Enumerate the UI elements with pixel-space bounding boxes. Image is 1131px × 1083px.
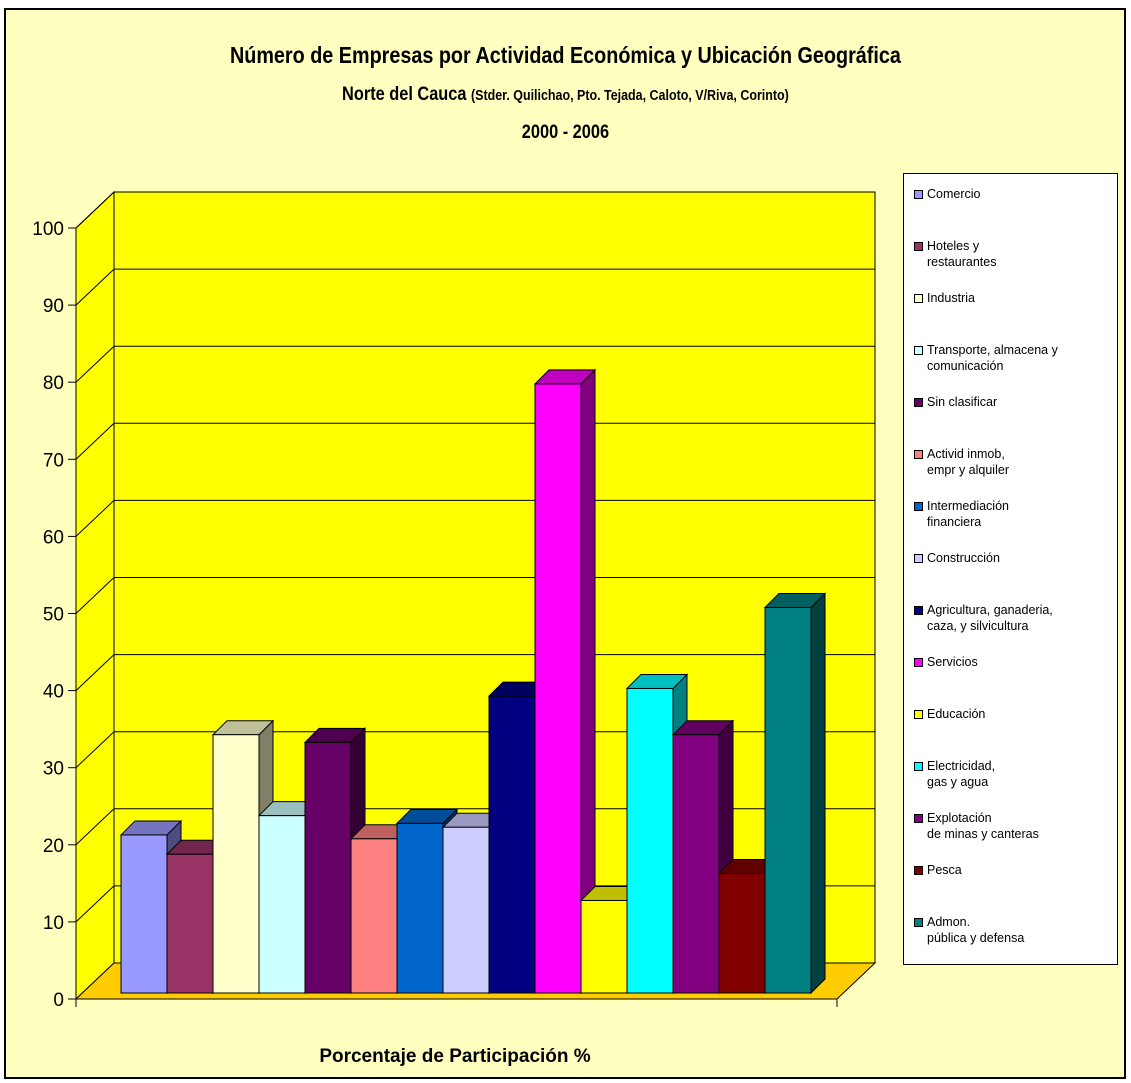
legend-label: Educación	[927, 706, 1117, 722]
legend-swatch	[914, 814, 923, 823]
legend-label: Servicios	[927, 654, 1117, 670]
y-tick-label: 30	[43, 759, 64, 780]
legend-label-line: Intermediación	[927, 499, 1009, 513]
legend-label-line: Activid inmob,	[927, 447, 1005, 461]
legend-swatch	[914, 450, 923, 459]
y-tick-label: 40	[43, 682, 64, 703]
chart-subtitle: Norte del Cauca (Stder. Quilichao, Pto. …	[79, 84, 1052, 106]
chart-period: 2000 - 2006	[521, 122, 610, 143]
bar-pesca	[718, 872, 766, 994]
x-axis-label: Porcentaje de Participación %	[319, 1046, 590, 1067]
bar-intermediaci-n-financiera	[396, 822, 444, 994]
legend-swatch	[914, 710, 923, 719]
bar-industria	[212, 734, 260, 994]
legend-label-line: Hoteles y	[927, 239, 980, 253]
gridline-side	[75, 808, 115, 846]
legend-label: Comercio	[927, 186, 1117, 202]
legend-label-line: de minas y canteras	[927, 827, 1039, 841]
gridline-side	[75, 731, 115, 769]
legend-swatch	[914, 606, 923, 615]
bar-agricultura-ganaderia-caza-y-silvicultura	[488, 695, 536, 994]
bar-activid-inmob-empr-y-alquiler	[350, 838, 398, 994]
bar-comercio	[120, 834, 168, 994]
y-tick-label: 60	[43, 527, 64, 548]
legend-label-line: empr y alquiler	[927, 463, 1009, 477]
gridline-side	[75, 345, 115, 383]
legend-label-line: Admon.	[927, 915, 971, 929]
y-tick-label: 0	[53, 990, 64, 1011]
legend-swatch	[914, 190, 923, 199]
legend-label: Admon. pública y defensa	[927, 914, 1117, 946]
gridline-side	[75, 654, 115, 691]
legend-label-line: financiera	[927, 515, 982, 529]
legend-swatch	[914, 866, 923, 875]
legend-label: Industria	[927, 290, 1117, 306]
legend-label-line: Industria	[927, 291, 975, 305]
legend-label-line: Electricidad,	[927, 759, 996, 773]
bar-educaci-n	[580, 899, 628, 994]
y-tick-label: 90	[43, 296, 64, 317]
y-tick-label: 50	[43, 605, 64, 626]
legend-label: Transporte, almacena y comunicación	[927, 342, 1117, 374]
bar-admon-p-blica-y-defensa	[764, 607, 812, 994]
legend-label: Construcción	[927, 550, 1117, 566]
legend-label-line: Construcción	[927, 551, 1000, 565]
bar-servicios	[534, 383, 582, 994]
legend-label-line: Sin clasificar	[927, 395, 998, 409]
legend-swatch	[914, 242, 923, 251]
bar-electricidad-gas-y-agua	[626, 687, 674, 994]
chart-subtitle-detail: (Stder. Quilichao, Pto. Tejada, Caloto, …	[471, 88, 789, 104]
legend-label: Pesca	[927, 862, 1117, 878]
legend-label: Electricidad, gas y agua	[927, 758, 1117, 790]
chart-legend: Comercio Hoteles y restaurantes Industria Tr…	[903, 173, 1118, 965]
legend-label: Activid inmob, empr y alquiler	[927, 446, 1117, 478]
legend-label-line: Servicios	[927, 655, 978, 669]
bar-side-admon-p-blica-y-defensa	[810, 592, 826, 995]
legend-swatch	[914, 658, 923, 667]
legend-swatch	[914, 918, 923, 927]
y-tick-label: 70	[43, 450, 64, 471]
legend-label: Intermediación financiera	[927, 498, 1117, 530]
bar-construcci-n	[442, 826, 490, 994]
gridline-side	[75, 577, 115, 614]
legend-label-line: pública y defensa	[927, 931, 1025, 945]
legend-swatch	[914, 346, 923, 355]
y-tick-label: 20	[43, 836, 64, 857]
legend-label-line: Agricultura, ganaderia,	[927, 603, 1053, 617]
legend-label-line: caza, y silvicultura	[927, 619, 1029, 633]
bar-explotaci-n-de-minas-y-canteras	[672, 734, 720, 994]
gridline-side	[75, 268, 115, 306]
bar-transporte-almacena-y-comunicaci-n	[258, 815, 306, 994]
bar-hoteles-y-restaurantes	[166, 853, 214, 994]
gridline-side	[75, 191, 115, 229]
legend-label-line: Educación	[927, 707, 986, 721]
gridline-side	[75, 500, 115, 537]
legend-label: Agricultura, ganaderia, caza, y silvicult…	[927, 602, 1117, 634]
y-tick-label: 100	[32, 219, 64, 240]
legend-label-line: comunicación	[927, 359, 1004, 373]
legend-label-line: Explotación	[927, 811, 992, 825]
legend-label: Hoteles y restaurantes	[927, 238, 1117, 270]
legend-label-line: Pesca	[927, 863, 962, 877]
gridline-side	[75, 422, 115, 460]
gridline-side	[75, 885, 115, 923]
legend-swatch	[914, 398, 923, 407]
legend-label-line: restaurantes	[927, 255, 997, 269]
legend-swatch	[914, 502, 923, 511]
legend-label: Sin clasificar	[927, 394, 1117, 410]
chart-subtitle-main: Norte del Cauca	[342, 84, 467, 105]
chart-title: Número de Empresas por Actividad Económi…	[229, 42, 901, 68]
legend-label-line: Comercio	[927, 187, 981, 201]
legend-label-line: Transporte, almacena y	[927, 343, 1058, 357]
legend-swatch	[914, 294, 923, 303]
legend-swatch	[914, 554, 923, 563]
legend-label: Explotación de minas y canteras	[927, 810, 1117, 842]
legend-swatch	[914, 762, 923, 771]
bar-sin-clasificar	[304, 741, 352, 994]
y-tick-label: 80	[43, 373, 64, 394]
y-tick-label: 10	[43, 913, 64, 934]
legend-label-line: gas y agua	[927, 775, 989, 789]
